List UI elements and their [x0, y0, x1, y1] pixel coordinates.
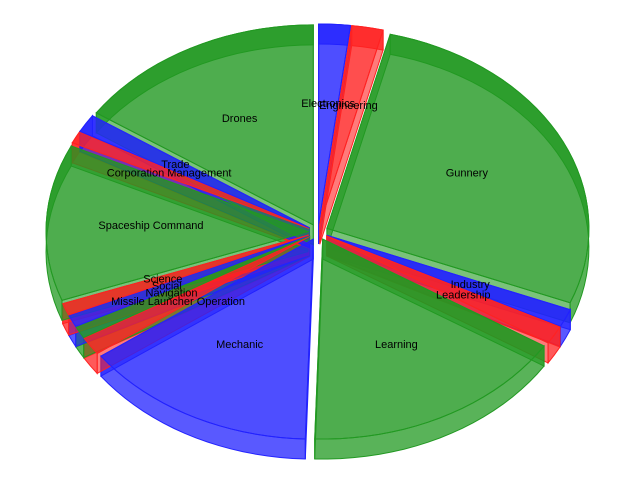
- slice: [326, 235, 561, 344]
- slice-label: Trade: [161, 159, 189, 171]
- slice-label: Industry: [451, 279, 491, 291]
- slice: [95, 24, 314, 226]
- slice: [318, 23, 352, 225]
- slice-label: Mechanic: [216, 339, 264, 351]
- slice-label: Gunnery: [446, 168, 489, 180]
- slice: [100, 238, 314, 440]
- slice: [326, 33, 590, 304]
- slice-label: Social: [152, 281, 182, 293]
- slice: [45, 145, 310, 301]
- slice-label: Drones: [222, 113, 258, 125]
- slice: [314, 238, 545, 440]
- slice: [79, 115, 310, 229]
- slice-label: Leadership: [436, 289, 490, 301]
- slice-labels: ElectronicsEngineeringGunneryIndustryLea…: [98, 98, 490, 351]
- slice-label: Learning: [375, 339, 418, 351]
- slice: [61, 234, 309, 316]
- slice-label: Corporation Management: [107, 168, 232, 180]
- slice-label: Electronics: [301, 98, 355, 110]
- slice-label: Engineering: [319, 100, 378, 112]
- slice-label: Navigation: [146, 288, 198, 300]
- slice: [75, 235, 310, 339]
- slice: [83, 235, 310, 355]
- slice-label: Missile Launcher Operation: [111, 296, 245, 308]
- slice: [68, 234, 310, 328]
- slice-tops: [45, 23, 590, 440]
- slice-label: Science: [143, 274, 182, 286]
- slice-label: Spaceship Command: [98, 220, 203, 232]
- slice: [71, 131, 310, 229]
- slice: [319, 25, 384, 225]
- slice: [326, 234, 572, 327]
